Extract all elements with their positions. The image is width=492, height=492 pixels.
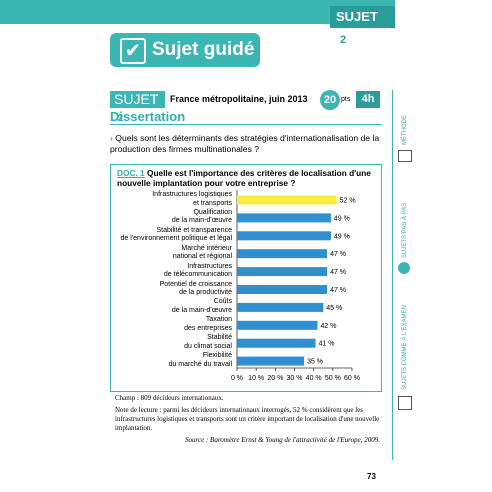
reading: Note de lecture : parmi les décideurs in…: [115, 406, 380, 432]
exercise: Dissertation: [110, 109, 186, 124]
sidebar-line: [392, 90, 393, 460]
category-label: Coûts de la main-d'œuvre: [171, 298, 232, 314]
check-icon: ✔: [120, 38, 146, 64]
category-label: Stabilité du climat social: [184, 334, 232, 350]
doc-box: [110, 164, 382, 392]
category-label: Stabilité et transparence de l'environne…: [120, 226, 232, 243]
page-number: 73: [367, 472, 376, 481]
points: 20: [320, 90, 340, 110]
sidebar-exam: SUJETS COMME À L'EXAMEN: [402, 305, 408, 390]
value-label: 52 %: [340, 198, 356, 205]
category-label: Marché intérieur national et régional: [172, 244, 232, 261]
rule: [110, 124, 382, 125]
badge: ✔ Sujet guidé: [110, 33, 260, 67]
source: Source : Baromètre Ernst & Young de l'at…: [185, 436, 380, 444]
x-tick-label: 20 %: [267, 375, 283, 382]
question: › Quels sont les déterminants des straté…: [110, 133, 380, 154]
badge-text: Sujet guidé: [152, 39, 255, 60]
bar: [237, 231, 331, 241]
value-label: 47 %: [330, 251, 346, 258]
value-label: 47 %: [330, 287, 346, 294]
points-unit: pts: [341, 96, 351, 103]
corner-label: SUJET: [336, 9, 378, 24]
question-text: Quels sont les déterminants des stratégi…: [110, 133, 380, 154]
value-label: 41 %: [319, 341, 335, 348]
x-tick-label: 40 %: [306, 375, 322, 382]
category-label: Flexibilité du marché du travail: [168, 352, 232, 368]
bar: [237, 356, 305, 366]
sidebar-icon: [398, 396, 412, 410]
corner-number: 2: [336, 33, 350, 47]
bar: [237, 213, 331, 223]
value-label: 35 %: [307, 359, 323, 366]
bar: [237, 320, 318, 330]
x-tick-label: 50 %: [325, 375, 341, 382]
duration: 4h: [356, 91, 380, 108]
bar: [237, 195, 337, 205]
category-label: Infrastructures de télécommunication: [163, 262, 232, 279]
corner-tab: SUJET 2: [330, 6, 395, 47]
value-label: 47 %: [330, 269, 346, 276]
bar: [237, 285, 328, 294]
doc-title: DOC. 1 Quelle est l'importance des critè…: [117, 168, 372, 188]
chart-title: Quelle est l'importance des critères de …: [117, 168, 371, 188]
category-label: Taxation des entreprises: [184, 316, 232, 332]
sidebar-method: MÉTHODE: [402, 115, 408, 145]
subject-tag: SUJET 2: [110, 91, 165, 125]
category-label: Infrastructures logistiques et transport…: [152, 191, 232, 207]
subject-origin: France métropolitaine, juin 2013: [170, 94, 308, 104]
value-label: 49 %: [334, 215, 350, 222]
sidebar-icon: [398, 150, 412, 162]
category-label: Qualification de la main-d'œuvre: [171, 208, 232, 225]
sidebar-step: SUJETS PAS À PAS: [402, 202, 408, 258]
top-band: [0, 0, 395, 24]
value-label: 45 %: [326, 305, 342, 312]
bar: [237, 249, 328, 259]
bar: [237, 302, 324, 312]
subject-label: SUJET: [114, 91, 159, 107]
subject-number: 2: [114, 112, 127, 125]
bar: [237, 267, 328, 277]
x-tick-label: 30 %: [287, 375, 303, 382]
x-tick-label: 60 %: [344, 375, 360, 382]
category-label: Potentiel de croissance de la productivi…: [159, 280, 232, 297]
value-label: 49 %: [334, 233, 350, 240]
doc-label: DOC. 1: [117, 168, 145, 178]
x-tick-label: 0 %: [231, 375, 243, 382]
x-tick-label: 10 %: [248, 375, 264, 382]
value-label: 42 %: [321, 323, 337, 330]
notes: Champ : 809 décideurs internationaux. No…: [115, 394, 380, 445]
sidebar-icon: [398, 262, 410, 274]
bar: [237, 338, 316, 348]
scope: Champ : 809 décideurs internationaux.: [115, 394, 224, 402]
